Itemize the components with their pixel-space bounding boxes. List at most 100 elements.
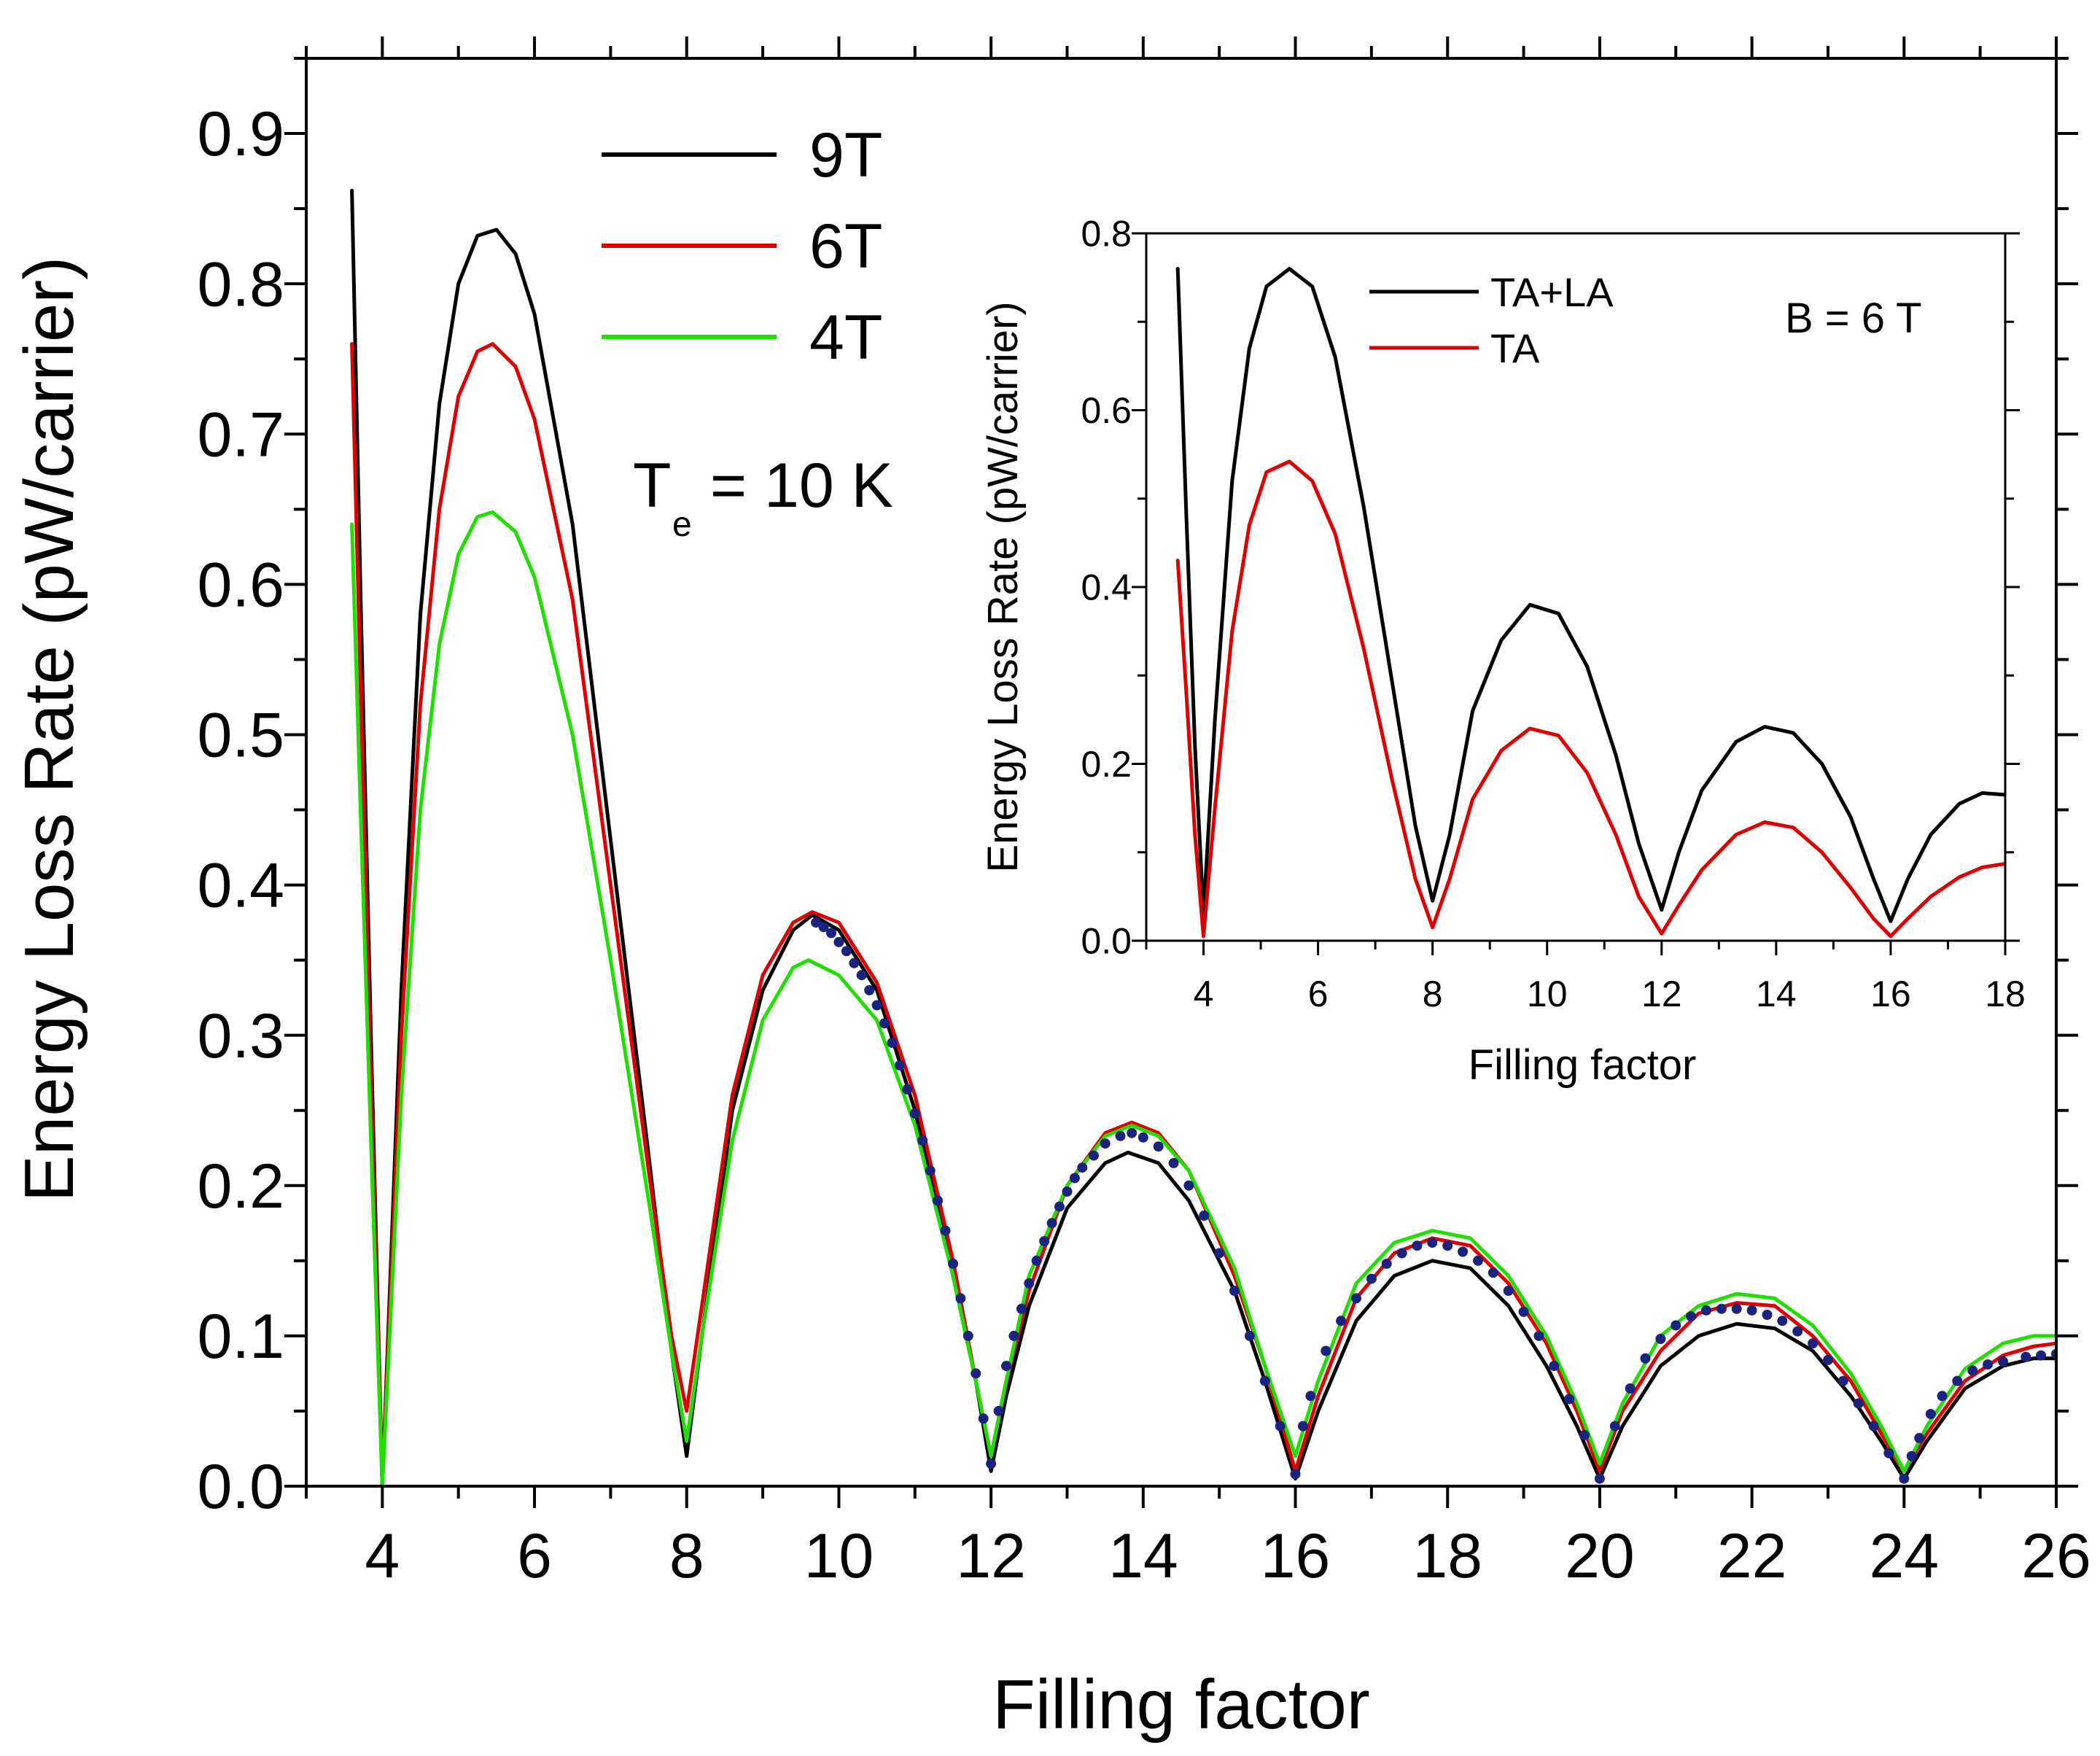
- inset-series-ta-la-line: [1175, 267, 2005, 923]
- main-x-tick-label: 14: [1108, 1521, 1178, 1591]
- main-data-point: [1564, 1394, 1575, 1405]
- main-data-point: [1366, 1273, 1377, 1284]
- main-data-point: [1868, 1421, 1879, 1431]
- main-data-point: [1016, 1303, 1027, 1314]
- main-x-tick-label: 20: [1565, 1521, 1635, 1591]
- main-data-point: [841, 946, 852, 957]
- main-data-point: [1062, 1186, 1073, 1197]
- main-data-point: [879, 1018, 890, 1029]
- main-data-point: [1089, 1150, 1099, 1161]
- annotation-value: = 10 K: [693, 451, 893, 521]
- main-data-point: [864, 984, 875, 995]
- main-y-tick-label: 0.6: [197, 550, 284, 620]
- main-data-point: [1579, 1429, 1590, 1440]
- main-data-point: [1115, 1130, 1126, 1141]
- main-series-9t-line: [350, 188, 2056, 1488]
- main-data-point: [1168, 1157, 1179, 1168]
- main-data-point: [940, 1225, 951, 1236]
- main-data-point: [1655, 1334, 1666, 1344]
- main-data-point: [1716, 1303, 1727, 1314]
- main-data-point: [1008, 1330, 1019, 1341]
- main-data-point: [1396, 1248, 1407, 1259]
- inset-x-tick-label: 14: [1756, 974, 1797, 1014]
- main-data-point: [818, 922, 829, 933]
- inset-legend-label-ta-la: TA+LA: [1490, 269, 1614, 315]
- inset-y-tick-label: 0.2: [1081, 744, 1132, 785]
- inset-legend-label-ta: TA: [1490, 325, 1540, 371]
- main-data-point: [902, 1084, 913, 1095]
- legend-label-4t: 4T: [809, 303, 882, 373]
- inset-y-tick-label: 0.8: [1081, 214, 1132, 255]
- main-data-point: [962, 1330, 973, 1341]
- main-data-point: [986, 1458, 997, 1469]
- main-data-point: [1808, 1338, 1819, 1349]
- main-series-layer: [350, 188, 2056, 1488]
- main-data-point: [1853, 1398, 1864, 1409]
- inset-field-annotation: B = 6 T: [1785, 295, 1922, 342]
- main-data-point: [1792, 1326, 1803, 1337]
- main-y-tick-label: 0.4: [197, 851, 284, 921]
- main-x-tick-label: 10: [804, 1521, 874, 1591]
- main-data-point: [971, 1368, 981, 1379]
- main-x-tick-label: 6: [517, 1521, 552, 1591]
- inset-plot-area: [1175, 267, 2005, 939]
- main-data-point: [826, 928, 836, 939]
- main-data-point: [978, 1413, 989, 1424]
- inset-axis-ticks: [1132, 232, 2020, 955]
- inset-x-tick-labels: 4 6 8 10 12 14 16 18: [1194, 974, 2026, 1014]
- main-y-tick-label: 0.0: [197, 1452, 284, 1522]
- main-plot-frame: [305, 57, 2058, 1488]
- main-data-point: [894, 1060, 905, 1071]
- inset-x-tick-label: 4: [1194, 974, 1214, 1014]
- main-data-point: [933, 1195, 944, 1206]
- main-data-point: [1069, 1173, 1080, 1184]
- main-data-point: [871, 1000, 882, 1011]
- main-x-tick-labels: 4 6 8 10 12 14 16 18 20 22 24 26: [365, 1521, 2091, 1591]
- main-legend: 9T 6T 4T: [602, 120, 882, 373]
- main-data-point: [948, 1259, 958, 1269]
- main-data-point: [1001, 1361, 1011, 1372]
- main-data-point: [1183, 1180, 1194, 1191]
- main-data-point: [1024, 1278, 1035, 1289]
- main-data-point: [1967, 1365, 1978, 1376]
- main-data-point: [1427, 1238, 1438, 1248]
- main-y-tick-label: 0.3: [197, 1001, 284, 1071]
- legend-label-6t: 6T: [809, 211, 882, 281]
- main-data-point: [1952, 1375, 1963, 1386]
- main-y-tick-label: 0.1: [197, 1302, 284, 1372]
- temperature-annotation: T e = 10 K: [633, 451, 893, 544]
- main-plot-area: [350, 188, 2056, 1488]
- inset-x-axis-label: Filling factor: [1469, 1041, 1697, 1089]
- main-data-point: [1640, 1353, 1651, 1364]
- main-data-point: [1275, 1421, 1286, 1431]
- main-data-point: [1046, 1218, 1057, 1229]
- inset-y-tick-label: 0.0: [1081, 921, 1132, 962]
- main-data-point: [925, 1165, 936, 1176]
- main-data-point: [1746, 1305, 1757, 1316]
- annotation-symbol: T: [633, 451, 672, 521]
- main-x-tick-label: 12: [956, 1521, 1026, 1591]
- main-data-point: [1290, 1469, 1301, 1480]
- inset-legend: TA+LA TA: [1369, 269, 1614, 371]
- main-y-tick-labels: 0.0 0.1 0.2 0.3 0.4 0.5 0.6 0.7 0.8 0.9: [197, 99, 284, 1522]
- main-data-point: [1039, 1236, 1050, 1246]
- main-data-point: [1937, 1391, 1948, 1402]
- inset-x-tick-label: 12: [1641, 974, 1682, 1014]
- main-data-point: [1914, 1433, 1925, 1443]
- main-data-point: [1701, 1305, 1711, 1316]
- main-data-point: [1199, 1211, 1210, 1221]
- main-data-point: [1458, 1246, 1469, 1257]
- main-data-point: [1488, 1267, 1498, 1278]
- main-data-point: [1138, 1132, 1148, 1143]
- main-data-point: [1899, 1473, 1910, 1484]
- main-data-point: [1998, 1356, 2008, 1367]
- main-data-point: [1259, 1375, 1270, 1386]
- main-data-point: [1381, 1259, 1392, 1269]
- main-data-point: [1100, 1138, 1111, 1149]
- inset-chart: 4 6 8 10 12 14 16 18 0.0 0.2 0.4 0.6 0.8 Filling fa…: [979, 214, 2026, 1089]
- inset-y-tick-labels: 0.0 0.2 0.4 0.6 0.8: [1081, 214, 1132, 962]
- inset-x-tick-label: 8: [1423, 974, 1443, 1014]
- main-data-point: [1762, 1310, 1773, 1320]
